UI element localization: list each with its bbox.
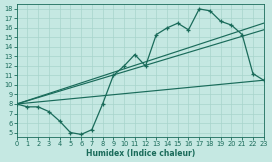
X-axis label: Humidex (Indice chaleur): Humidex (Indice chaleur) — [86, 149, 195, 158]
